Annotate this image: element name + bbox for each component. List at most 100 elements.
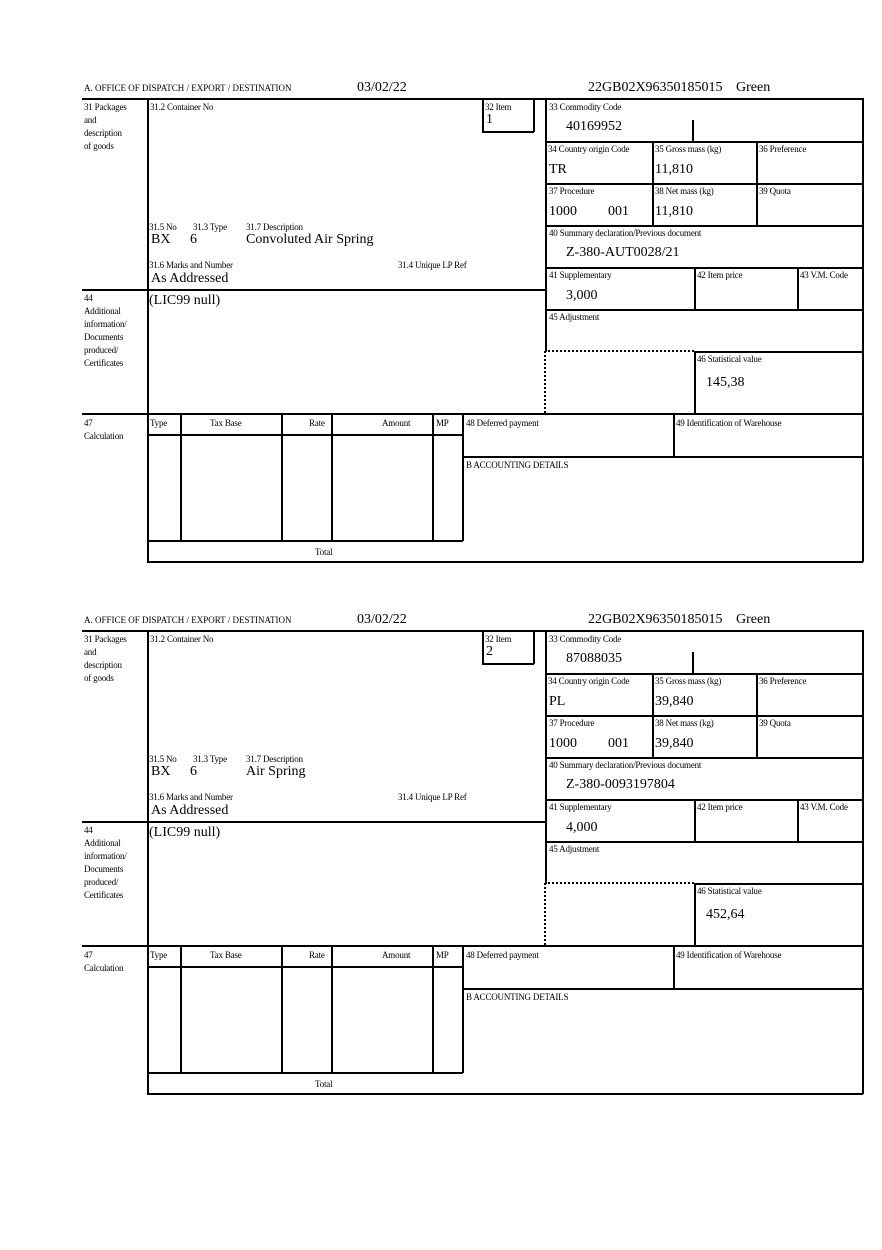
rule xyxy=(82,413,863,415)
quota-label: 39 Quota xyxy=(759,186,791,196)
rule xyxy=(462,988,863,990)
box44-label: 44 xyxy=(84,293,93,303)
package-type-label: 31.3 Type xyxy=(193,222,227,232)
rule xyxy=(545,715,863,717)
rule xyxy=(545,225,863,227)
rule xyxy=(482,663,534,665)
supplementary-label: 41 Supplementary xyxy=(549,270,612,280)
rule xyxy=(545,630,547,884)
warehouse-label: 49 Identification of Warehouse xyxy=(676,950,782,960)
rule xyxy=(82,821,546,823)
country-origin: TR xyxy=(549,162,567,177)
statistical-value: 452,64 xyxy=(706,907,745,922)
declaration-reference: 22GB02X96350185015 xyxy=(588,80,723,95)
marks-label: 31.6 Marks and Number xyxy=(149,260,233,270)
rule xyxy=(147,630,149,1094)
rule xyxy=(694,351,863,353)
net-mass: 11,810 xyxy=(655,204,693,219)
box31-label: and xyxy=(84,115,97,125)
previous-document: Z-380-0093197804 xyxy=(566,777,675,792)
calc-column-header: Tax Base xyxy=(210,950,242,960)
rule xyxy=(545,267,863,269)
box44-label: Documents xyxy=(84,864,124,874)
preference-label: 36 Preference xyxy=(759,676,807,686)
rule xyxy=(331,413,333,541)
rule xyxy=(545,141,863,143)
calc-column-header: MP xyxy=(436,950,449,960)
container-no-label: 31.2 Container No xyxy=(150,102,214,112)
country-origin-label: 34 Country origin Code xyxy=(548,676,630,686)
additional-info: (LIC99 null) xyxy=(149,293,221,308)
calc-column-header: Rate xyxy=(309,418,325,428)
calc-column-header: Type xyxy=(150,950,168,960)
quota-label: 39 Quota xyxy=(759,718,791,728)
gross-mass-label: 35 Gross mass (kg) xyxy=(655,676,722,686)
rule xyxy=(652,141,654,226)
package-no-label: 31.5 No xyxy=(149,754,177,764)
procedure-additional: 001 xyxy=(608,204,629,219)
procedure-label: 37 Procedure xyxy=(549,718,595,728)
net-mass-label: 38 Net mass (kg) xyxy=(655,186,714,196)
description-label: 31.7 Description xyxy=(246,222,303,232)
net-mass-label: 38 Net mass (kg) xyxy=(655,718,714,728)
calc-column-header: MP xyxy=(436,418,449,428)
rule xyxy=(147,966,463,968)
procedure-additional: 001 xyxy=(608,736,629,751)
item-label: 32 Item xyxy=(485,102,512,112)
additional-info: (LIC99 null) xyxy=(149,825,221,840)
package-kind: BX xyxy=(151,764,171,779)
office-heading: A. OFFICE OF DISPATCH / EXPORT / DESTINA… xyxy=(84,83,292,93)
rule xyxy=(797,267,799,310)
rule xyxy=(692,120,694,142)
gross-mass: 39,840 xyxy=(655,694,694,709)
box44-label: Certificates xyxy=(84,890,124,900)
rule xyxy=(673,945,675,989)
deferred-payment-label: 48 Deferred payment xyxy=(466,418,539,428)
unique-lp-ref-label: 31.4 Unique LP Ref xyxy=(398,792,467,802)
dotted-rule xyxy=(545,350,694,352)
accounting-details-label: B ACCOUNTING DETAILS xyxy=(466,460,569,470)
summary-declaration-label: 40 Summary declaration/Previous document xyxy=(549,760,702,770)
package-count: 6 xyxy=(190,232,197,247)
commodity-code: 40169952 xyxy=(566,119,622,134)
item-label: 32 Item xyxy=(485,634,512,644)
rule xyxy=(694,267,696,310)
item-price-label: 42 Item price xyxy=(697,270,743,280)
item-number: 1 xyxy=(486,112,493,127)
previous-document: Z-380-AUT0028/21 xyxy=(566,245,680,260)
rule xyxy=(673,413,675,457)
route-status: Green xyxy=(736,80,771,95)
rule xyxy=(147,434,463,436)
calc-column-header: Amount xyxy=(382,418,411,428)
supplementary-units: 4,000 xyxy=(566,820,598,835)
rule xyxy=(147,1072,463,1074)
rule xyxy=(462,456,863,458)
box47-label: 47 xyxy=(84,950,93,960)
rule xyxy=(694,883,696,946)
rule xyxy=(545,309,863,311)
procedure-label: 37 Procedure xyxy=(549,186,595,196)
procedure-code: 1000 xyxy=(549,736,577,751)
box44-label: information/ xyxy=(84,319,127,329)
rule xyxy=(692,652,694,674)
rule xyxy=(533,630,535,664)
rule xyxy=(482,630,484,664)
calc-column-header: Rate xyxy=(309,950,325,960)
goods-description: Convoluted Air Spring xyxy=(246,232,374,247)
rule xyxy=(482,98,484,132)
office-heading: A. OFFICE OF DISPATCH / EXPORT / DESTINA… xyxy=(84,615,292,625)
declaration-date: 03/02/22 xyxy=(357,80,407,95)
calc-column-header: Type xyxy=(150,418,168,428)
warehouse-label: 49 Identification of Warehouse xyxy=(676,418,782,428)
box44-label: information/ xyxy=(84,851,127,861)
box44-label: Certificates xyxy=(84,358,124,368)
declaration-item-form: A. OFFICE OF DISPATCH / EXPORT / DESTINA… xyxy=(0,612,882,1112)
supplementary-label: 41 Supplementary xyxy=(549,802,612,812)
dotted-rule xyxy=(544,883,546,945)
marks-label: 31.6 Marks and Number xyxy=(149,792,233,802)
rule xyxy=(694,883,863,885)
box44-label: Additional xyxy=(84,306,121,316)
box47-label: 47 xyxy=(84,418,93,428)
box44-label: produced/ xyxy=(84,345,119,355)
rule xyxy=(545,98,547,352)
